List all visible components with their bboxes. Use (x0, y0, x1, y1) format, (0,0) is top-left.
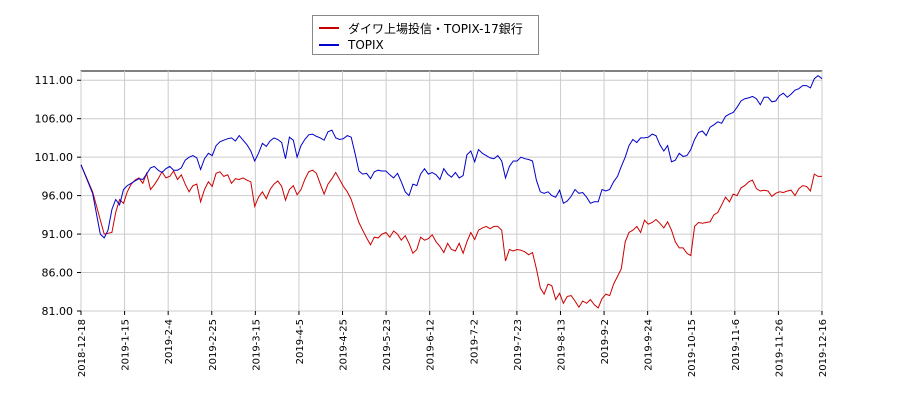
y-tick-label: 106.00 (35, 113, 74, 126)
x-tick-label: 2019-9-2 (600, 319, 611, 364)
grid (80, 71, 823, 312)
legend-item-topix: TOPIX (319, 37, 384, 53)
legend-swatch-bank (319, 27, 339, 29)
x-tick-label: 2019-3-15 (251, 319, 262, 371)
x-tick-label: 2019-11-6 (731, 319, 742, 371)
y-axis: 111.00 106.00 101.00 96.00 91.00 86.00 81.00 (35, 74, 81, 318)
y-tick-label: 101.00 (35, 151, 74, 164)
x-tick-label: 2019-11-26 (774, 319, 785, 377)
x-tick-label: 2018-12-18 (77, 319, 88, 377)
y-tick-label: 96.00 (42, 190, 74, 203)
x-tick-label: 2019-8-13 (556, 319, 567, 371)
series-lines (80, 74, 823, 309)
legend: ダイワ上場投信・TOPIX-17銀行 TOPIX (312, 15, 539, 55)
x-tick-label: 2019-2-25 (208, 319, 219, 371)
x-tick-label: 2019-12-16 (818, 319, 829, 377)
x-tick-label: 2019-4-5 (295, 319, 306, 364)
x-tick-label: 2019-2-4 (164, 319, 175, 364)
x-tick-label: 2019-6-12 (426, 319, 437, 371)
series-line-bank (80, 164, 822, 309)
legend-label-topix: TOPIX (348, 38, 384, 52)
y-tick-label: 86.00 (42, 267, 74, 280)
x-tick-label: 2019-9-24 (644, 319, 655, 371)
x-axis: 2018-12-18 2019-1-15 2019-2-4 2019-2-25 2019… (77, 311, 829, 377)
plot-area (80, 70, 823, 312)
legend-item-bank: ダイワ上場投信・TOPIX-17銀行 (319, 20, 523, 36)
x-tick-label: 2019-1-15 (121, 319, 132, 371)
series-line-topix (80, 74, 823, 239)
x-tick-label: 2019-10-15 (687, 319, 698, 377)
x-tick-label: 2019-7-23 (513, 319, 524, 371)
y-tick-label: 81.00 (42, 305, 74, 318)
x-tick-label: 2019-5-23 (382, 319, 393, 371)
y-tick-label: 91.00 (42, 228, 74, 241)
x-tick-label: 2019-7-2 (469, 319, 480, 364)
legend-label-bank: ダイワ上場投信・TOPIX-17銀行 (348, 21, 523, 36)
x-tick-label: 2019-4-25 (339, 319, 350, 371)
y-tick-label: 111.00 (35, 74, 74, 87)
legend-swatch-topix (319, 44, 339, 46)
